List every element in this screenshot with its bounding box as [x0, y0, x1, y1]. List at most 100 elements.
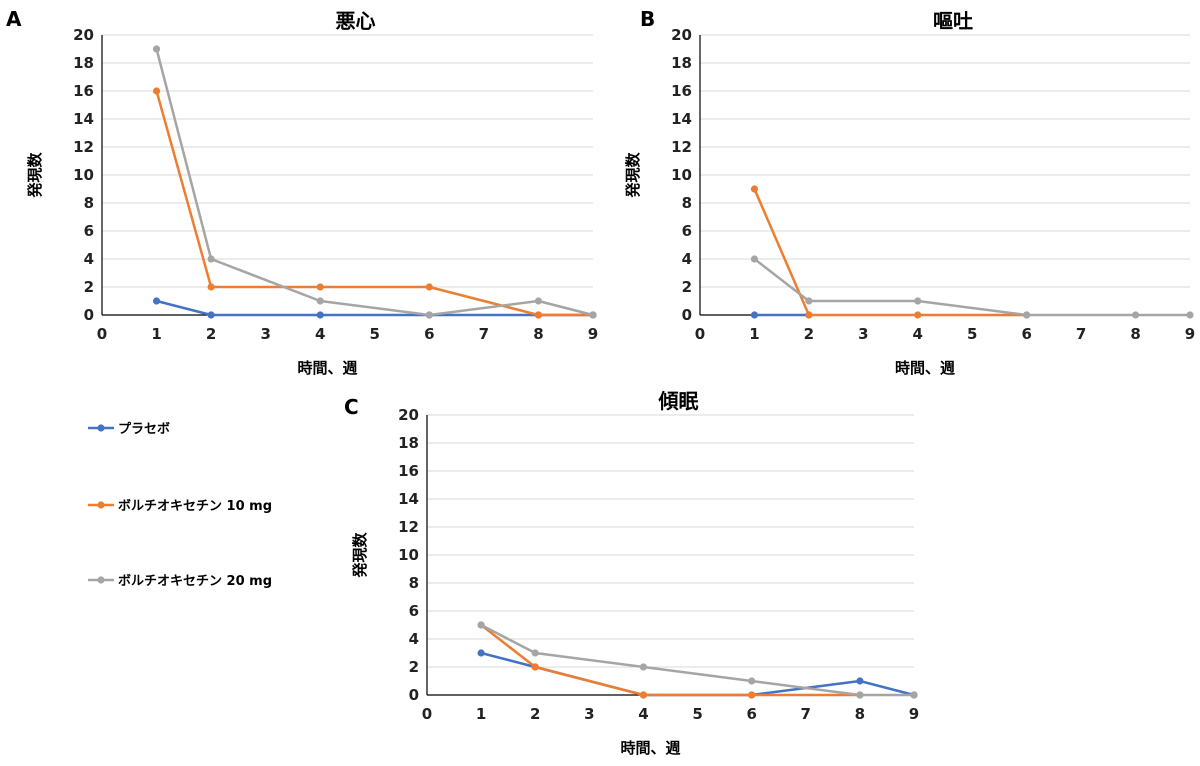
x-tick-label: 0 [695, 325, 705, 343]
y-tick-label: 8 [84, 194, 94, 212]
x-tick-label: 8 [1130, 325, 1140, 343]
data-point [477, 649, 485, 657]
legend-swatch-marker [97, 576, 105, 584]
data-point [152, 297, 161, 305]
data-point [425, 283, 433, 291]
chart-title: 傾眠 [658, 389, 699, 413]
series-3 [152, 45, 597, 319]
data-point [477, 621, 485, 629]
y-tick-label: 16 [73, 82, 94, 100]
data-point [152, 87, 161, 95]
legend-swatch-marker [97, 501, 105, 509]
y-tick-label: 10 [398, 546, 419, 564]
y-tick-label: 10 [73, 166, 94, 184]
x-tick-label: 9 [909, 705, 919, 723]
y-tick-label: 2 [682, 278, 692, 296]
x-tick-label: 2 [530, 705, 540, 723]
y-tick-label: 4 [682, 250, 692, 268]
y-tick-label: 12 [73, 138, 94, 156]
y-tick-label: 18 [73, 54, 94, 72]
data-point [1186, 311, 1194, 319]
series-line [753, 188, 1027, 317]
x-tick-label: 6 [424, 325, 434, 343]
y-tick-label: 20 [398, 406, 419, 424]
legend-item-3: ボルチオキセチン 20 mg [88, 573, 272, 589]
chart-title: 嘔吐 [933, 9, 973, 33]
y-tick-label: 8 [409, 574, 419, 592]
x-tick-label: 8 [533, 325, 543, 343]
series-1 [750, 311, 813, 319]
x-tick-label: 5 [370, 325, 380, 343]
legend-item-2: ボルチオキセチン 10 mg [88, 498, 272, 514]
data-point [914, 311, 922, 319]
y-tick-label: 14 [73, 110, 94, 128]
data-point [531, 649, 539, 657]
data-point [750, 311, 759, 319]
data-point [910, 691, 918, 699]
data-point [639, 691, 648, 699]
y-tick-label: 4 [84, 250, 94, 268]
x-tick-label: 1 [151, 325, 161, 343]
y-tick-label: 4 [409, 630, 419, 648]
series-line [480, 624, 860, 697]
y-tick-label: 0 [84, 306, 94, 324]
data-point [1131, 311, 1140, 319]
x-tick-label: 7 [479, 325, 489, 343]
legend-item-1: プラセボ [88, 421, 170, 437]
y-axis-title: 発現数 [624, 152, 642, 199]
panel-letter: B [640, 7, 655, 31]
data-point [805, 297, 813, 305]
y-tick-label: 2 [84, 278, 94, 296]
y-axis-title: 発現数 [351, 532, 369, 579]
x-tick-label: 0 [97, 325, 107, 343]
data-point [207, 255, 215, 263]
y-tick-label: 0 [409, 686, 419, 704]
x-axis-title: 時間、週 [297, 359, 357, 377]
data-point [748, 691, 756, 699]
y-tick-label: 14 [671, 110, 692, 128]
x-tick-label: 3 [584, 705, 594, 723]
y-tick-label: 2 [409, 658, 419, 676]
data-point [856, 677, 864, 685]
y-tick-label: 16 [671, 82, 692, 100]
data-point [316, 311, 324, 319]
x-tick-label: 0 [422, 705, 432, 723]
y-tick-label: 16 [398, 462, 419, 480]
x-tick-label: 1 [476, 705, 486, 723]
x-tick-label: 4 [315, 325, 325, 343]
data-point [207, 283, 215, 291]
x-tick-label: 9 [588, 325, 598, 343]
data-point [856, 691, 864, 699]
x-axis-title: 時間、週 [895, 359, 955, 377]
y-tick-label: 14 [398, 490, 419, 508]
data-point [1023, 311, 1031, 319]
series-line [155, 90, 593, 317]
x-tick-label: 9 [1185, 325, 1195, 343]
data-point [152, 45, 161, 53]
series-line [480, 623, 914, 697]
y-tick-label: 20 [73, 26, 94, 44]
data-point [316, 297, 324, 305]
y-tick-label: 20 [671, 26, 692, 44]
x-tick-label: 5 [692, 705, 702, 723]
y-tick-label: 12 [398, 518, 419, 536]
data-point [425, 311, 433, 319]
x-axis-title: 時間、週 [620, 739, 680, 757]
y-axis-title: 発現数 [26, 152, 44, 199]
x-tick-label: 6 [746, 705, 756, 723]
chart-title: 悪心 [336, 9, 376, 33]
data-point [207, 311, 215, 319]
legend-label: プラセボ [118, 421, 170, 437]
panel-letter: C [344, 395, 359, 419]
data-point [914, 297, 922, 305]
series-3 [477, 621, 918, 699]
x-tick-label: 4 [913, 325, 923, 343]
y-tick-label: 18 [671, 54, 692, 72]
legend-label: ボルチオキセチン 10 mg [118, 498, 272, 514]
series-2 [750, 185, 1031, 319]
